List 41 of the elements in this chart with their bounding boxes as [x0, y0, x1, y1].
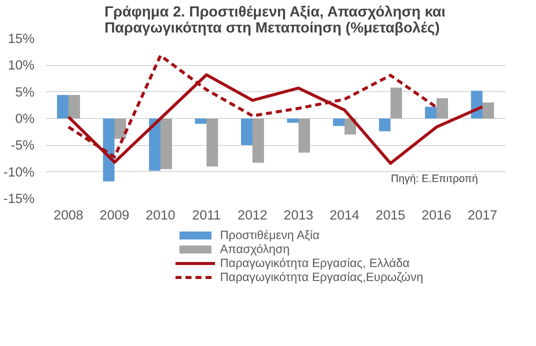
y-tick-label: -10%	[3, 164, 35, 180]
legend-label: Παραγωγικότητα Εργασίας,Ευρωζώνη	[220, 270, 424, 284]
bar	[241, 118, 252, 146]
x-tick-label: 2012	[238, 208, 268, 222]
annotation: Πηγή: Ε.Επιτροπή	[390, 173, 478, 186]
x-tick-label: 2014	[330, 208, 360, 222]
x-tick-label: 2013	[284, 208, 314, 222]
bar	[379, 118, 390, 132]
x-tick-label: 2010	[146, 208, 176, 222]
bar	[436, 98, 448, 118]
x-tick-label: 2017	[468, 208, 498, 222]
bar	[390, 88, 402, 118]
legend-label: Απασχόληση	[220, 242, 290, 256]
bar	[298, 118, 310, 153]
bar	[252, 118, 264, 163]
x-tick-label: 2016	[422, 208, 452, 222]
bar	[114, 118, 126, 139]
bar	[68, 95, 80, 118]
bar	[425, 106, 436, 118]
bar	[57, 95, 68, 118]
y-tick-label: 0%	[15, 111, 35, 126]
bar	[195, 118, 206, 124]
bar	[103, 118, 114, 182]
y-tick-label: 5%	[15, 84, 35, 100]
y-tick-label: 15%	[8, 31, 35, 46]
y-tick-label: -15%	[3, 191, 35, 206]
x-tick-label: 2008	[54, 208, 84, 222]
y-tick-label: 10%	[8, 58, 35, 73]
bar	[149, 118, 160, 171]
bar	[287, 118, 298, 123]
y-tick-label: -5%	[10, 138, 35, 153]
x-tick-label: 2009	[100, 208, 130, 222]
bar	[206, 118, 218, 166]
x-tick-label: 2015	[376, 208, 406, 222]
bar	[333, 118, 344, 126]
x-tick-label: 2011	[192, 208, 221, 222]
bar	[160, 118, 172, 170]
legend-label: Παραγωγικότητα Εργασίας, Ελλάδα	[220, 256, 410, 270]
legend-label: Προστιθέμενη Αξία	[220, 228, 320, 242]
chart-title: Γράφημα 2. Προστιθέμενη Αξία, Απασχόληση και Παραγωγικότητα στη Μεταποίηση (%μεταβολές)	[104, 4, 446, 36]
bar	[482, 102, 494, 118]
